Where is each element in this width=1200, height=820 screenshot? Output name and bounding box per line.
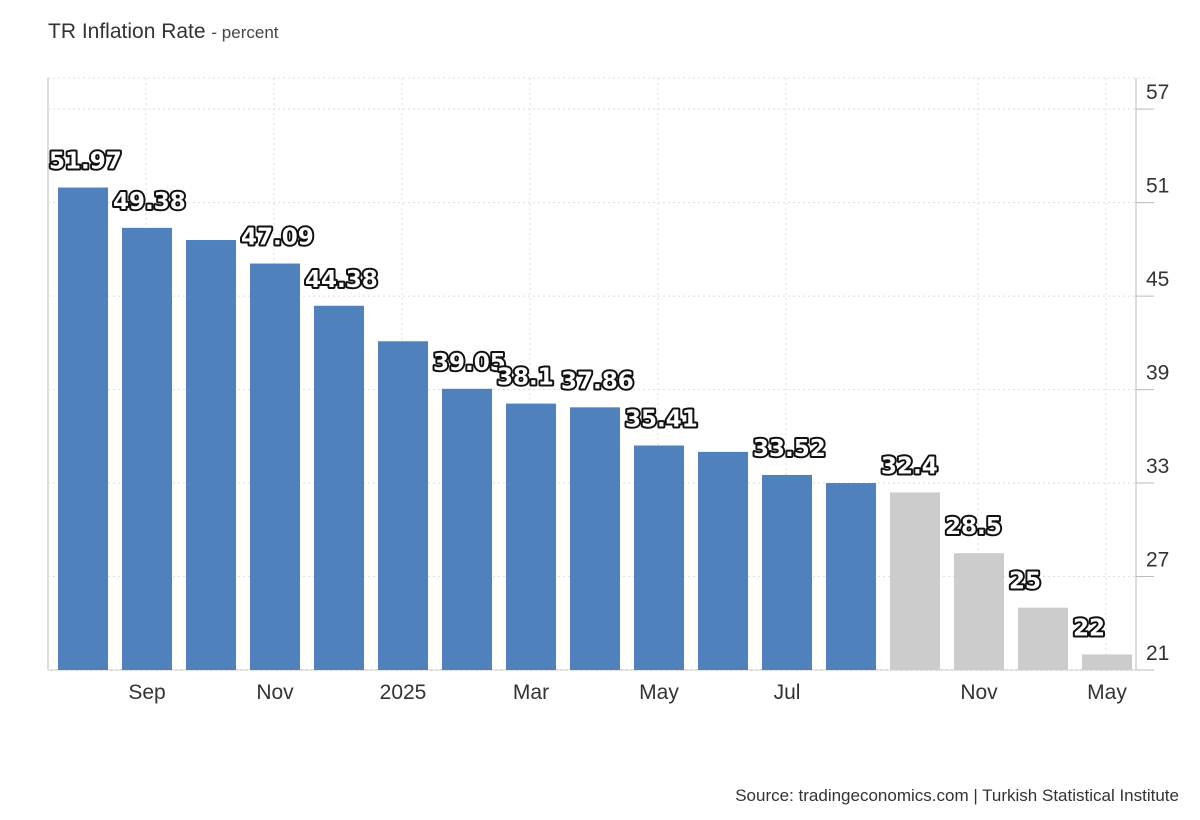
actual-bar[interactable] — [250, 263, 300, 670]
chart-title: TR Inflation Rate - percent — [48, 20, 279, 44]
y-axis: 21 27 33 39 45 51 57 — [1146, 81, 1169, 665]
data-label: 39.05 — [433, 350, 506, 376]
x-tick-label: May — [639, 681, 679, 704]
actual-bar[interactable] — [762, 474, 812, 670]
y-tick-label: 21 — [1146, 642, 1169, 665]
actual-bar[interactable] — [378, 341, 428, 670]
x-tick-label: Nov — [256, 681, 294, 704]
actual-bar[interactable] — [570, 407, 620, 670]
actual-bar[interactable] — [58, 187, 108, 670]
data-label: 32.4 — [881, 453, 938, 479]
x-tick-label: May — [1087, 681, 1127, 704]
y-tick-label: 51 — [1146, 175, 1169, 198]
data-label: 28.5 — [945, 514, 1002, 540]
actual-bar[interactable] — [698, 451, 748, 670]
x-tick-label: 2025 — [380, 681, 427, 704]
actual-bar[interactable] — [634, 445, 684, 670]
data-label: 37.86 — [561, 368, 634, 394]
actual-bar[interactable] — [186, 240, 236, 670]
x-tick-label: Jul — [774, 681, 801, 704]
source-credit: Source: tradingeconomics.com | Turkish S… — [735, 786, 1179, 805]
data-label: 33.52 — [753, 436, 826, 462]
actual-bar[interactable] — [506, 403, 556, 670]
actual-bar[interactable] — [122, 227, 172, 670]
actual-bar[interactable] — [826, 483, 876, 670]
data-label: 44.38 — [305, 267, 378, 293]
forecast-bar[interactable] — [1018, 607, 1068, 670]
data-label: 22 — [1073, 615, 1105, 641]
y-tick-label: 33 — [1146, 455, 1169, 478]
x-tick-label: Sep — [128, 681, 165, 704]
y-tick-label: 45 — [1146, 268, 1169, 291]
data-label: 35.41 — [625, 407, 698, 433]
chart-subtitle: - percent — [211, 23, 279, 42]
forecast-bar[interactable] — [954, 553, 1004, 670]
actual-bar[interactable] — [442, 388, 492, 670]
y-tick-label: 39 — [1146, 362, 1169, 385]
data-label: 49.38 — [113, 189, 186, 215]
chart-title-text: TR Inflation Rate — [48, 20, 206, 43]
data-label: 38.1 — [497, 365, 554, 391]
forecast-bar[interactable] — [890, 492, 940, 670]
x-axis: Sep Nov 2025 Mar May Jul Nov May — [128, 681, 1127, 704]
bars-group — [58, 187, 1132, 670]
x-tick-label: Mar — [513, 681, 549, 704]
data-label: 25 — [1009, 569, 1041, 595]
y-tick-label: 27 — [1146, 549, 1169, 572]
y-tick-label: 57 — [1146, 81, 1169, 104]
x-tick-label: Nov — [960, 681, 998, 704]
forecast-bar[interactable] — [1082, 654, 1132, 670]
data-label: 47.09 — [241, 225, 314, 251]
actual-bar[interactable] — [314, 305, 364, 670]
data-label: 51.97 — [49, 149, 122, 175]
